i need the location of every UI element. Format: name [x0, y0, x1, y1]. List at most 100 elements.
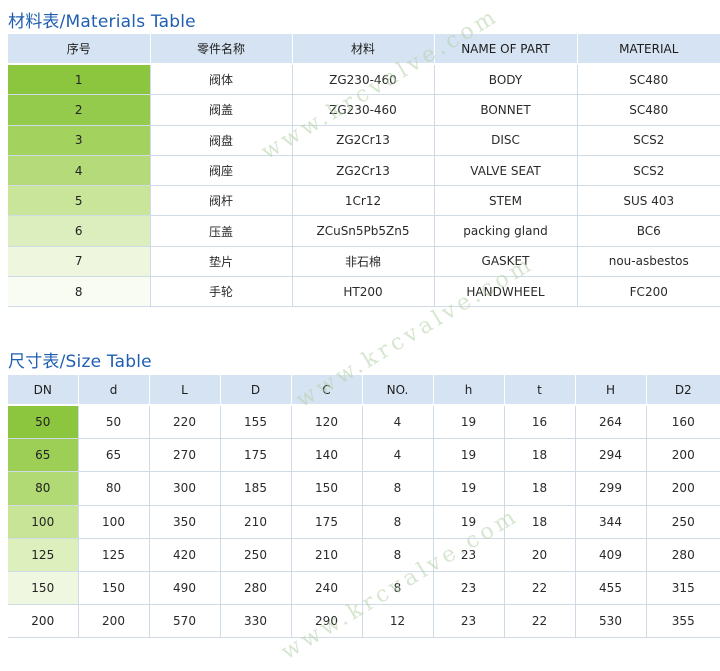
- size-cell: 455: [575, 571, 647, 606]
- materials-cell: DISC: [434, 125, 578, 156]
- size-cell: 19: [433, 405, 505, 440]
- size-header-cell: DN: [8, 375, 79, 406]
- materials-index-cell: 8: [8, 276, 151, 308]
- size-cell: 50: [78, 405, 150, 440]
- size-cell: 19: [433, 471, 505, 506]
- size-cell: 200: [646, 438, 720, 473]
- size-cell: 490: [149, 571, 221, 606]
- materials-cell: ZCuSn5Pb5Zn5: [292, 215, 435, 247]
- size-cell: 12: [362, 604, 434, 639]
- size-cell: 4: [362, 438, 434, 473]
- size-header-cell: NO.: [362, 375, 434, 406]
- materials-row: 8 手轮 HT200 HANDWHEEL FC200: [8, 276, 720, 308]
- size-cell: 8: [362, 505, 434, 539]
- size-cell: 220: [149, 405, 221, 440]
- materials-header-cell: NAME OF PART: [434, 34, 578, 65]
- size-header-cell: L: [149, 375, 221, 406]
- materials-cell: HANDWHEEL: [434, 276, 578, 308]
- size-table-title: 尺寸表/Size Table: [8, 352, 152, 372]
- materials-cell: 非石棉: [292, 246, 435, 278]
- materials-header-row: 序号 零件名称 材料 NAME OF PART MATERIAL: [8, 34, 720, 65]
- materials-index-cell: 4: [8, 155, 151, 187]
- size-cell: 270: [149, 438, 221, 473]
- materials-cell: nou-asbestos: [577, 246, 720, 278]
- size-cell: 200: [646, 471, 720, 506]
- materials-index-cell: 3: [8, 125, 151, 156]
- materials-cell: SC480: [577, 94, 720, 126]
- size-cell: 280: [220, 571, 292, 606]
- size-row: 125 125 420 250 210 8 23 20 409 280: [8, 538, 720, 572]
- materials-header-cell: 零件名称: [150, 34, 293, 65]
- size-cell: 23: [433, 538, 505, 572]
- size-cell: 65: [78, 438, 150, 473]
- materials-cell: 阀体: [150, 64, 293, 96]
- materials-cell: 阀盘: [150, 125, 293, 156]
- materials-cell: 阀座: [150, 155, 293, 187]
- size-row: 100 100 350 210 175 8 19 18 344 250: [8, 505, 720, 539]
- materials-cell: packing gland: [434, 215, 578, 247]
- size-cell: 175: [220, 438, 292, 473]
- size-cell: 200: [78, 604, 150, 639]
- materials-cell: ZG2Cr13: [292, 155, 435, 187]
- materials-row: 3 阀盘 ZG2Cr13 DISC SCS2: [8, 125, 720, 156]
- size-cell: 420: [149, 538, 221, 572]
- materials-cell: BODY: [434, 64, 578, 96]
- materials-cell: 阀杆: [150, 185, 293, 217]
- materials-row: 6 压盖 ZCuSn5Pb5Zn5 packing gland BC6: [8, 215, 720, 247]
- size-cell: 530: [575, 604, 647, 639]
- size-index-cell: 100: [8, 505, 79, 539]
- size-cell: 409: [575, 538, 647, 572]
- size-row: 50 50 220 155 120 4 19 16 264 160: [8, 405, 720, 440]
- size-header-cell: H: [575, 375, 647, 406]
- size-cell: 175: [291, 505, 363, 539]
- materials-cell: ZG230-460: [292, 94, 435, 126]
- size-cell: 23: [433, 604, 505, 639]
- size-header-cell: D2: [646, 375, 720, 406]
- size-cell: 8: [362, 571, 434, 606]
- size-header-row: DN d L D C NO. h t H D2: [8, 375, 720, 406]
- size-cell: 16: [504, 405, 576, 440]
- materials-cell: SUS 403: [577, 185, 720, 217]
- materials-header-cell: 材料: [292, 34, 435, 65]
- materials-index-cell: 2: [8, 94, 151, 126]
- size-cell: 185: [220, 471, 292, 506]
- size-cell: 4: [362, 405, 434, 440]
- size-cell: 22: [504, 571, 576, 606]
- size-row: 150 150 490 280 240 8 23 22 455 315: [8, 571, 720, 606]
- size-cell: 330: [220, 604, 292, 639]
- materials-cell: 垫片: [150, 246, 293, 278]
- materials-cell: 1Cr12: [292, 185, 435, 217]
- size-index-cell: 200: [8, 604, 79, 639]
- materials-cell: GASKET: [434, 246, 578, 278]
- size-cell: 150: [78, 571, 150, 606]
- materials-cell: 阀盖: [150, 94, 293, 126]
- materials-header-cell: 序号: [8, 34, 151, 65]
- materials-cell: HT200: [292, 276, 435, 308]
- materials-index-cell: 6: [8, 215, 151, 247]
- materials-table: 序号 零件名称 材料 NAME OF PART MATERIAL 1 阀体 ZG230-46…: [8, 34, 720, 308]
- size-header-cell: D: [220, 375, 292, 406]
- materials-cell: FC200: [577, 276, 720, 308]
- size-index-cell: 80: [8, 471, 79, 506]
- materials-cell: VALVE SEAT: [434, 155, 578, 187]
- size-cell: 344: [575, 505, 647, 539]
- size-header-cell: d: [78, 375, 150, 406]
- materials-cell: 手轮: [150, 276, 293, 308]
- size-cell: 19: [433, 438, 505, 473]
- size-cell: 299: [575, 471, 647, 506]
- size-cell: 23: [433, 571, 505, 606]
- size-cell: 350: [149, 505, 221, 539]
- size-header-cell: h: [433, 375, 505, 406]
- size-header-cell: t: [504, 375, 576, 406]
- size-row: 200 200 570 330 290 12 23 22 530 355: [8, 604, 720, 639]
- materials-cell: SC480: [577, 64, 720, 96]
- size-row: 80 80 300 185 150 8 19 18 299 200: [8, 471, 720, 506]
- materials-cell: SCS2: [577, 125, 720, 156]
- size-cell: 290: [291, 604, 363, 639]
- size-cell: 315: [646, 571, 720, 606]
- size-cell: 570: [149, 604, 221, 639]
- size-row: 65 65 270 175 140 4 19 18 294 200: [8, 438, 720, 473]
- size-cell: 19: [433, 505, 505, 539]
- materials-row: 2 阀盖 ZG230-460 BONNET SC480: [8, 94, 720, 126]
- materials-index-cell: 7: [8, 246, 151, 278]
